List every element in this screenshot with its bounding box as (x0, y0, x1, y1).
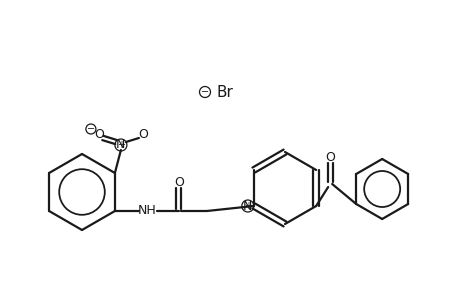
Text: +: + (117, 140, 125, 150)
Text: O: O (325, 152, 335, 164)
Text: −: − (201, 87, 208, 97)
Text: N: N (243, 200, 252, 212)
Text: O: O (174, 176, 184, 190)
Text: N: N (116, 139, 125, 152)
Text: NH: NH (137, 205, 156, 218)
Text: −: − (87, 124, 95, 134)
Text: Br: Br (216, 85, 233, 100)
Text: +: + (243, 201, 251, 211)
Text: O: O (138, 128, 147, 142)
Text: O: O (94, 128, 104, 142)
